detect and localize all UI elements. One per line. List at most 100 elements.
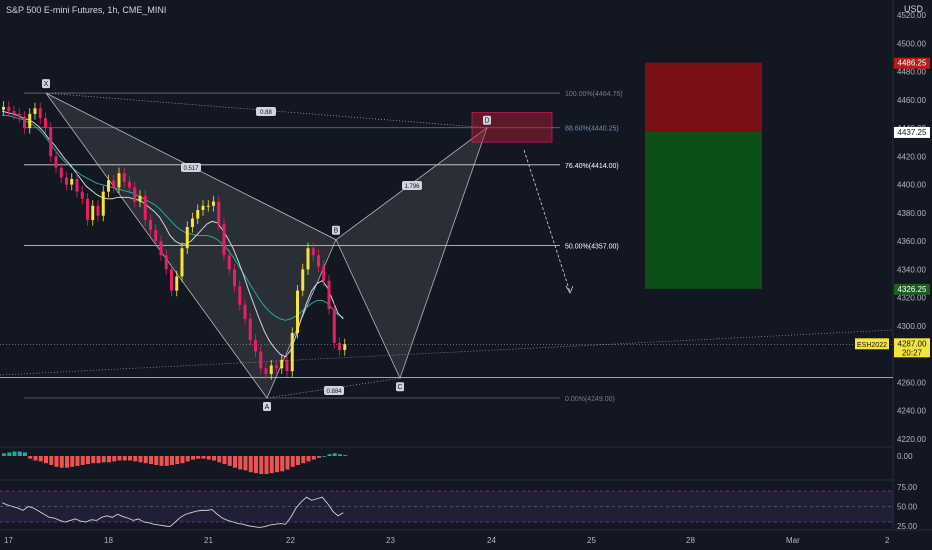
macd-bar: [7, 452, 12, 456]
macd-bar: [254, 456, 258, 474]
macd-bar: [75, 456, 80, 466]
macd-bar: [201, 456, 206, 459]
candle-body: [311, 248, 315, 256]
price-badge-label: 4486.25: [898, 59, 927, 68]
projection-arrow: [523, 149, 571, 293]
price-tick-label: 4460.00: [897, 96, 926, 105]
macd-bar: [112, 456, 117, 462]
macd-bar: [12, 451, 17, 456]
macd-bar: [175, 456, 180, 465]
price-tick-label: 4340.00: [897, 265, 926, 274]
macd-bar: [322, 456, 327, 457]
rsi-tick-label: 75.00: [897, 483, 918, 492]
time-tick-label: 17: [4, 536, 13, 545]
macd-bar: [91, 456, 96, 464]
macd-bar: [17, 451, 22, 456]
candle-body: [138, 195, 142, 202]
price-badge: [894, 57, 930, 69]
macd-bar: [2, 453, 6, 456]
price-tick-label: 4520.00: [897, 11, 926, 20]
price-tick-label: 4300.00: [897, 322, 926, 331]
candle-body: [191, 218, 194, 227]
pattern-ratio-box: [181, 163, 201, 172]
price-tick-label: 4320.00: [897, 294, 926, 303]
candle-body: [196, 210, 200, 219]
macd-bar: [44, 456, 48, 464]
macd-bar: [154, 456, 159, 465]
candle-body: [301, 269, 305, 291]
price-tick-label: 4360.00: [897, 237, 926, 246]
candle-body: [212, 201, 215, 206]
fib-level-label: 76.40%(4414.00): [565, 163, 619, 170]
macd-bar: [107, 456, 111, 463]
candle-body: [290, 333, 294, 372]
pattern-ratio-box: [402, 181, 422, 190]
macd-bar: [159, 456, 164, 466]
candle-body: [38, 108, 42, 119]
pattern-point-box: [263, 402, 271, 412]
candle-body: [2, 106, 5, 110]
macd-bar: [238, 456, 243, 470]
rsi-tick-label: 50.00: [897, 503, 918, 512]
macd-bar: [280, 456, 285, 472]
candle-body: [238, 286, 242, 305]
pattern-ratio-label: 0.88: [260, 110, 272, 116]
price-tick-label: 4420.00: [897, 152, 926, 161]
candle-body: [269, 365, 273, 374]
pattern-point-box: [483, 115, 491, 125]
currency-label: USD: [904, 4, 924, 14]
candle-body: [243, 304, 247, 319]
macd-bar: [170, 456, 174, 465]
macd-bar: [196, 456, 201, 459]
candle-body: [338, 342, 341, 350]
candle-body: [154, 229, 158, 242]
candle-body: [23, 116, 26, 129]
price-tick-label: 4400.00: [897, 181, 926, 190]
candle-body: [332, 308, 336, 343]
macd-bar: [259, 456, 264, 474]
macd-bar: [301, 456, 306, 464]
stop-loss-zone: [645, 62, 762, 132]
macd-bar: [128, 456, 132, 461]
pattern-point-label: D: [484, 118, 489, 125]
price-tick-label: 4240.00: [897, 407, 926, 416]
candle-body: [217, 201, 221, 225]
candle-body: [112, 180, 116, 188]
macd-bar: [149, 456, 153, 465]
symbol-badge-label: ESH2022: [857, 342, 887, 349]
candle-body: [101, 191, 105, 216]
price-badge-label: 4437.25: [898, 128, 927, 137]
candle-body: [201, 205, 205, 211]
macd-bar: [306, 456, 311, 462]
price-tick-label: 4500.00: [897, 39, 926, 48]
pattern-ratio-box: [256, 107, 276, 116]
candle-body: [206, 205, 210, 207]
candle-body: [80, 191, 84, 199]
pattern-point-label: C: [397, 384, 402, 391]
time-tick-label: 25: [587, 536, 596, 545]
candle-body: [59, 167, 63, 178]
macd-bar: [28, 456, 33, 459]
candle-body: [227, 255, 231, 270]
pattern-ratio-box: [324, 386, 344, 395]
time-tick-label: 18: [104, 536, 113, 545]
candle-body: [70, 178, 74, 185]
macd-bar: [296, 456, 300, 465]
ma-slow-line: [2, 114, 344, 321]
candle-body: [54, 156, 58, 168]
last-price-badge: [894, 338, 930, 358]
rsi-line: [1, 496, 344, 528]
time-tick-label: 23: [386, 536, 395, 545]
pattern-point-label: X: [44, 81, 49, 88]
fib-level-label: 0.00%(4249.00): [565, 396, 615, 403]
candle-body: [254, 340, 257, 352]
macd-bar: [275, 456, 279, 473]
pattern-ratio-label: 0.517: [183, 166, 199, 172]
take-profit-zone: [645, 131, 762, 289]
candle-body: [275, 365, 278, 369]
pattern-point-label: B: [334, 228, 339, 235]
macd-bar: [33, 456, 38, 461]
ma-fast-line: [1, 110, 344, 358]
macd-bar: [143, 456, 148, 464]
